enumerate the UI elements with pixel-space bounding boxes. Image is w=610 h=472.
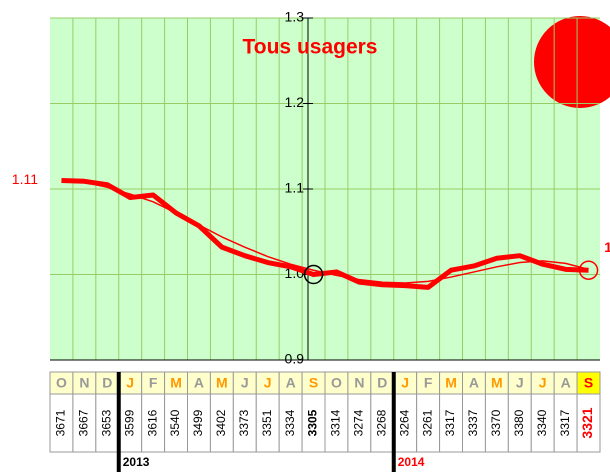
- count-label: 3370: [489, 409, 503, 436]
- month-label: J: [126, 375, 134, 391]
- year-label: 2013: [123, 455, 150, 469]
- month-label: F: [149, 375, 158, 391]
- month-label: D: [102, 375, 112, 391]
- count-label: 3653: [99, 409, 113, 436]
- month-label: J: [401, 375, 409, 391]
- count-label: 3314: [329, 409, 343, 436]
- trend-line: [61, 179, 589, 284]
- month-label: A: [561, 375, 571, 391]
- value-label: 1.11: [12, 171, 38, 187]
- year-label: 2014: [398, 455, 425, 469]
- count-label: 3599: [122, 409, 136, 436]
- y-tick-label: 1.1: [285, 180, 305, 196]
- month-label: M: [216, 375, 228, 391]
- month-label: A: [469, 375, 479, 391]
- month-label: A: [194, 375, 204, 391]
- count-label: 3667: [77, 409, 91, 436]
- month-label: S: [584, 375, 593, 391]
- count-label: 3671: [54, 409, 68, 436]
- month-label: M: [491, 375, 503, 391]
- count-label: 3499: [191, 409, 205, 436]
- month-label: J: [516, 375, 524, 391]
- count-label: 3305: [306, 409, 320, 436]
- count-label: 3334: [283, 409, 297, 436]
- count-label: 3337: [466, 409, 480, 436]
- month-label: J: [264, 375, 272, 391]
- month-label: M: [445, 375, 457, 391]
- count-label: 3317: [443, 409, 457, 436]
- chart-title: Tous usagers: [243, 36, 378, 59]
- month-label: D: [377, 375, 387, 391]
- count-label: 3351: [260, 409, 274, 436]
- month-label: J: [539, 375, 547, 391]
- y-tick-label: 1.2: [285, 94, 305, 110]
- month-label: A: [286, 375, 296, 391]
- y-tick-label: 0.9: [285, 351, 305, 367]
- month-label: N: [79, 375, 89, 391]
- month-label: S: [309, 375, 318, 391]
- count-label: 3380: [512, 409, 526, 436]
- marker: [578, 260, 599, 280]
- month-label: O: [331, 375, 342, 391]
- count-label: 3540: [168, 409, 182, 436]
- count-label: 3373: [237, 409, 251, 436]
- month-label: M: [170, 375, 182, 391]
- count-label: 3264: [397, 409, 411, 436]
- month-label: N: [354, 375, 364, 391]
- month-label: F: [424, 375, 433, 391]
- count-cell: [576, 393, 601, 453]
- count-label: 3340: [535, 409, 549, 436]
- y-tick-label: 1.3: [285, 9, 305, 25]
- count-label: 3268: [374, 409, 388, 436]
- count-label: 3321: [579, 407, 595, 438]
- month-label: O: [56, 375, 67, 391]
- count-label: 3616: [145, 409, 159, 436]
- marker: [303, 264, 324, 285]
- count-label: 3317: [558, 409, 572, 436]
- month-label: J: [241, 375, 249, 391]
- decoration: [534, 16, 610, 108]
- count-label: 3261: [420, 409, 434, 436]
- count-label: 3402: [214, 409, 228, 436]
- count-label: 3274: [352, 409, 366, 436]
- value-label: 1: [604, 239, 610, 255]
